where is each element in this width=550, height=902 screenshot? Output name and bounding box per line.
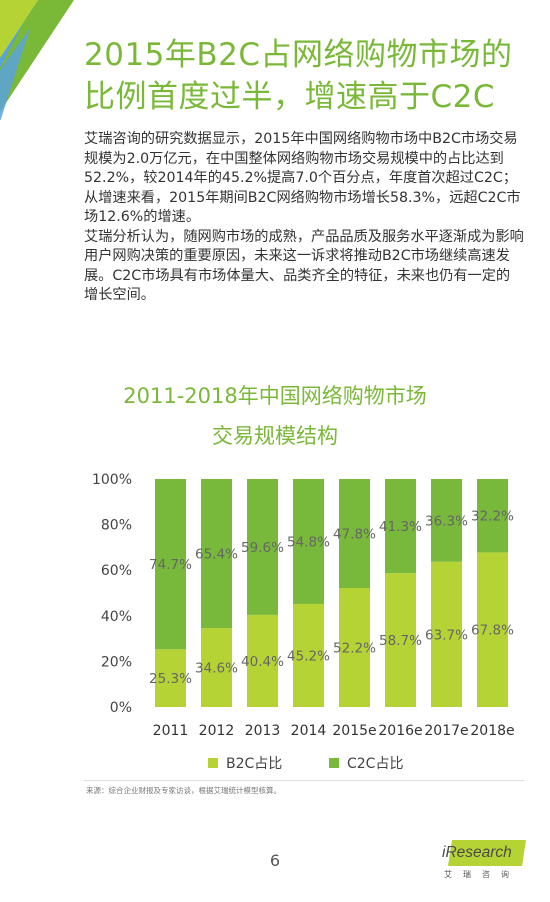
legend-c2c-swatch [329,758,339,768]
body-paragraph-1: 艾瑞咨询的研究数据显示，2015年中国网络购物市场中B2C市场交易规模为2.0万… [84,131,521,225]
bar-b2c [477,552,508,707]
y-tick-label: 20% [101,654,132,670]
page-title: 2015年B2C占网络购物市场的 比例首度过半，增速高于C2C [84,34,524,118]
data-label-b2c: 52.2% [333,640,376,656]
bar-b2c [155,649,186,707]
data-label-b2c: 40.4% [241,654,284,670]
x-tick-label: 2016e [378,723,422,739]
data-label-c2c: 36.3% [425,513,468,529]
x-tick-label: 2012 [199,723,235,739]
source-divider [84,780,524,781]
x-tick-label: 2013 [245,723,281,739]
y-tick-label: 60% [101,563,132,579]
x-tick-label: 2014 [291,723,327,739]
data-label-c2c: 41.3% [379,519,422,535]
bar-c2c [431,479,462,562]
logo-badge [448,840,526,866]
data-label-b2c: 58.7% [379,633,422,649]
data-label-b2c: 34.6% [195,661,238,677]
x-tick-label: 2011 [153,723,189,739]
data-label-b2c: 45.2% [287,648,330,664]
bar-c2c [201,479,232,629]
bar-c2c [339,479,370,588]
chart-title-line-1: 2011-2018年中国网络购物市场 [123,384,427,408]
data-label-c2c: 47.8% [333,526,376,542]
data-label-b2c: 25.3% [149,671,192,687]
data-label-c2c: 74.7% [149,557,192,573]
data-label-b2c: 67.8% [471,623,514,639]
corner-decoration [0,0,74,120]
title-line-2: 比例首度过半，增速高于C2C [84,79,496,115]
data-label-c2c: 59.6% [241,540,284,556]
y-tick-label: 40% [101,609,132,625]
iresearch-logo: iResearch 艾瑞咨询 [442,838,528,882]
y-tick-label: 0% [110,700,132,716]
bar-b2c [385,573,416,707]
legend-b2c: B2C占比 [208,753,282,773]
legend-c2c: C2C占比 [329,753,403,773]
bar-c2c [247,479,278,615]
logo-chinese: 艾瑞咨询 [444,870,520,879]
data-label-c2c: 54.8% [287,534,330,550]
bar-b2c [201,628,232,707]
body-paragraph-2: 艾瑞分析认为，随网购市场的成熟，产品品质及服务水平逐渐成为影响用户网购决策的重要… [84,228,524,304]
bar-b2c [293,603,324,707]
x-tick-label: 2017e [424,723,468,739]
source-note: 来源：综合企业财报及专家访谈，根据艾瑞统计模型核算。 [86,786,281,795]
bar-c2c [477,479,508,553]
chart-title-line-2: 交易规模结构 [212,424,338,448]
x-tick-label: 2018e [470,723,514,739]
bar-b2c [431,561,462,707]
bar-b2c [247,614,278,707]
page-number: 6 [269,851,281,870]
y-tick-label: 80% [101,518,132,534]
data-label-c2c: 65.4% [195,547,238,563]
title-line-1: 2015年B2C占网络购物市场的 [84,37,513,73]
bar-c2c [293,479,324,604]
body-text: 艾瑞咨询的研究数据显示，2015年中国网络购物市场中B2C市场交易规模为2.0万… [84,130,524,306]
bar-c2c [155,479,186,650]
logo-word: iResearch [442,844,512,861]
legend-b2c-label: B2C占比 [226,756,283,772]
legend-c2c-label: C2C占比 [347,756,404,772]
bar-b2c [339,587,370,707]
bar-c2c [385,479,416,574]
data-label-c2c: 32.2% [471,509,514,525]
y-tick-label: 100% [92,472,132,488]
legend-b2c-swatch [208,758,218,768]
data-label-b2c: 63.7% [425,627,468,643]
stacked-bar-chart: 0% 20% 40% 60% 80% 100% 25.3% 74.7% 2011 34.6% 65.… [92,472,515,739]
x-tick-label: 2015e [332,723,376,739]
